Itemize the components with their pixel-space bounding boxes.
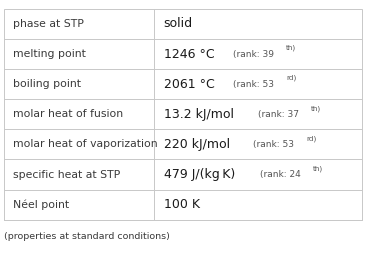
Bar bbox=[4, 9, 362, 220]
Text: th): th) bbox=[286, 45, 296, 51]
Text: rd): rd) bbox=[306, 135, 317, 142]
Text: melting point: melting point bbox=[13, 49, 86, 59]
Text: (rank: 53: (rank: 53 bbox=[253, 140, 294, 149]
Text: (properties at standard conditions): (properties at standard conditions) bbox=[4, 232, 169, 241]
Text: molar heat of fusion: molar heat of fusion bbox=[13, 109, 123, 119]
Text: specific heat at STP: specific heat at STP bbox=[13, 169, 120, 180]
Text: rd): rd) bbox=[286, 75, 296, 82]
Text: molar heat of vaporization: molar heat of vaporization bbox=[13, 139, 157, 149]
Text: (rank: 24: (rank: 24 bbox=[260, 170, 301, 179]
Text: (rank: 39: (rank: 39 bbox=[233, 50, 274, 59]
Text: 2061 °C: 2061 °C bbox=[164, 78, 214, 91]
Text: th): th) bbox=[311, 105, 321, 112]
Text: solid: solid bbox=[164, 18, 193, 30]
Text: 13.2 kJ/mol: 13.2 kJ/mol bbox=[164, 108, 234, 121]
Text: phase at STP: phase at STP bbox=[13, 19, 84, 29]
Text: (rank: 37: (rank: 37 bbox=[258, 110, 299, 119]
Text: 100 K: 100 K bbox=[164, 198, 199, 211]
Text: 479 J/(kg K): 479 J/(kg K) bbox=[164, 168, 235, 181]
Text: Néel point: Néel point bbox=[13, 199, 69, 210]
Text: 1246 °C: 1246 °C bbox=[164, 47, 214, 60]
Text: boiling point: boiling point bbox=[13, 79, 81, 89]
Text: 220 kJ/mol: 220 kJ/mol bbox=[164, 138, 230, 151]
Text: th): th) bbox=[313, 165, 323, 172]
Text: (rank: 53: (rank: 53 bbox=[234, 80, 274, 89]
